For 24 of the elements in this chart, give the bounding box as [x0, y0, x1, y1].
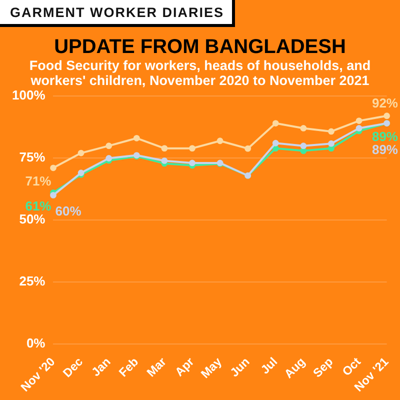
x-tick-label: Dec: [60, 354, 86, 380]
data-label: 60%: [55, 203, 82, 218]
x-tick-label: Jun: [227, 354, 252, 380]
data-label: 89%: [372, 142, 398, 157]
x-tick-label: Apr: [172, 354, 197, 380]
y-tick-label: 100%: [12, 88, 46, 103]
x-tick-label: Sep: [310, 354, 336, 380]
x-tick-label: Aug: [281, 354, 308, 382]
y-tick-label: 50%: [19, 212, 46, 227]
x-tick-label: Jan: [88, 354, 114, 380]
data-label: 89%: [372, 128, 398, 144]
y-tick-label: 25%: [19, 274, 46, 289]
x-tick-label: Jul: [258, 354, 280, 377]
x-tick-label: Feb: [116, 354, 142, 380]
data-label: 71%: [25, 173, 52, 188]
y-tick-label: 0%: [26, 336, 46, 351]
x-tick-label: Mar: [144, 354, 170, 380]
text: GARMENT WORKER DIARIES: [0, 0, 235, 27]
data-label: 61%: [25, 198, 52, 214]
y-tick-label: 75%: [19, 150, 46, 165]
chart-subtitle: Food Security for workers, heads of households, and workers' children, November 2020 to November 2021: [29, 58, 371, 88]
x-tick-label: Nov '20: [18, 354, 58, 394]
chart-title: UPDATE FROM BANGLADESH: [53, 36, 347, 59]
data-label: 92%: [372, 95, 398, 110]
